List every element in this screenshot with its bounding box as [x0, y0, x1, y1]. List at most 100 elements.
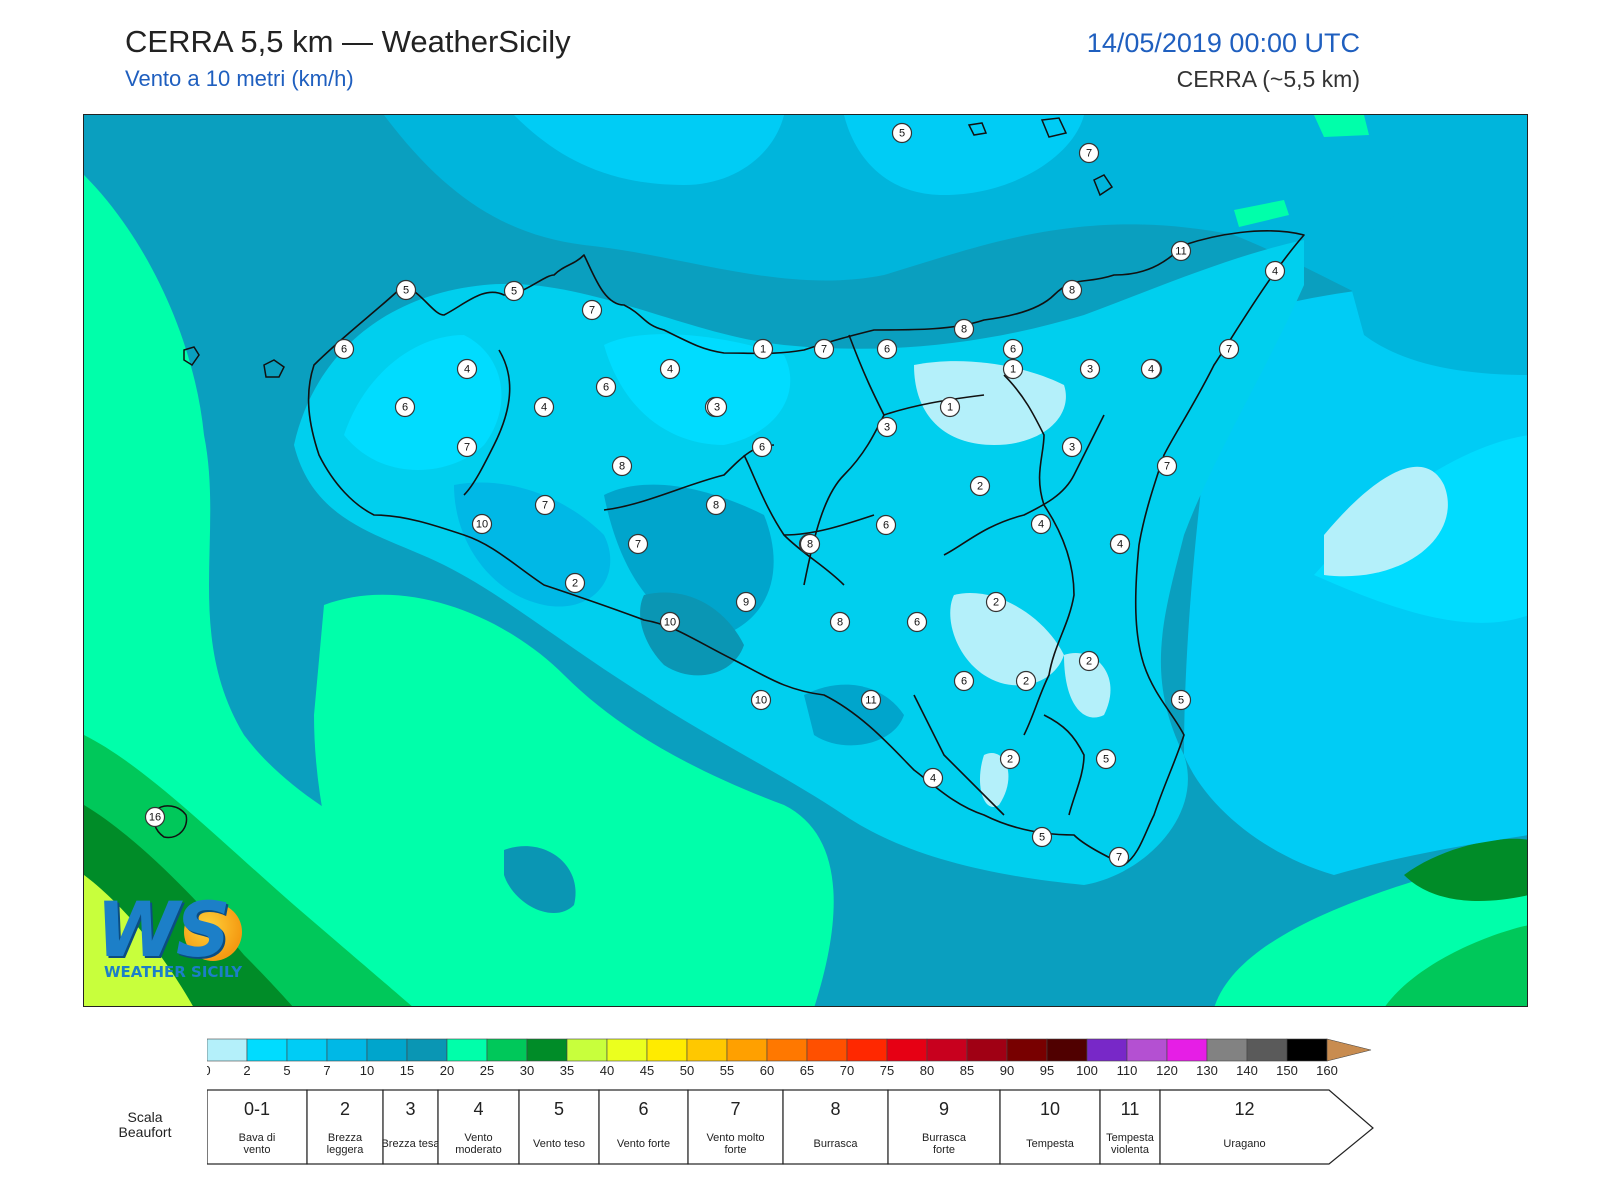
station-marker: 11 — [860, 689, 882, 711]
station-circle — [999, 748, 1021, 770]
colorbar-tick-label: 80 — [920, 1063, 934, 1078]
station-value: 4 — [1272, 266, 1278, 278]
station-circle — [1109, 533, 1131, 555]
wind-zone-patch — [504, 846, 576, 914]
station-marker: 6 — [394, 396, 416, 418]
station-circle — [1002, 338, 1024, 360]
station-marker: 7 — [627, 533, 649, 555]
station-marker: 7 — [1218, 338, 1240, 360]
station-circle — [144, 806, 166, 828]
station-marker: 4 — [456, 358, 478, 380]
wind-zone-north-light — [514, 115, 784, 185]
station-marker: 16 — [144, 806, 166, 828]
station-value: 5 — [1039, 832, 1045, 844]
wind-field-svg: 5711485576441768786631347647363136872781… — [84, 115, 1527, 1006]
station-value: 6 — [914, 617, 920, 629]
beaufort-force: 9 — [939, 1099, 949, 1119]
beaufort-name: Vento teso — [533, 1138, 585, 1150]
station-circle — [953, 670, 975, 692]
station-value: 7 — [589, 305, 595, 317]
station-marker: 6 — [953, 670, 975, 692]
map-title: CERRA 5,5 km — WeatherSicily — [125, 24, 571, 59]
station-circle — [1170, 689, 1192, 711]
station-circle — [829, 611, 851, 633]
station-circle — [875, 514, 897, 536]
station-circle — [813, 338, 835, 360]
station-marker: 6 — [1002, 338, 1024, 360]
colorbar-swatch — [1126, 1038, 1168, 1062]
station-value: 6 — [759, 442, 765, 454]
colorbar-tick-label: 15 — [400, 1063, 414, 1078]
station-value: 2 — [572, 578, 578, 590]
station-marker: 5 — [395, 279, 417, 301]
station-value: 6 — [884, 344, 890, 356]
colorbar-tick-label: 30 — [520, 1063, 534, 1078]
colorbar: 0257101520253035404550556065707580859095… — [203, 1037, 1407, 1084]
colorbar-tick-label: 100 — [1076, 1063, 1098, 1078]
station-marker: 10 — [471, 513, 493, 535]
station-marker: 5 — [1170, 689, 1192, 711]
station-value: 5 — [899, 128, 905, 140]
station-circle — [581, 299, 603, 321]
station-circle — [1218, 338, 1240, 360]
colorbar-tick-label: 75 — [880, 1063, 894, 1078]
station-marker: 6 — [906, 611, 928, 633]
colorbar-swatch — [246, 1038, 288, 1062]
station-marker: 6 — [595, 376, 617, 398]
wind-zone-calm-3 — [1064, 653, 1111, 718]
station-marker: 1 — [939, 396, 961, 418]
colorbar-swatch — [1246, 1038, 1288, 1062]
colorbar-swatch — [286, 1038, 328, 1062]
colorbar-tick-label: 70 — [840, 1063, 854, 1078]
station-marker: 7 — [1078, 142, 1100, 164]
colorbar-swatch — [366, 1038, 408, 1062]
station-circle — [922, 767, 944, 789]
station-value: 8 — [961, 324, 967, 336]
station-marker: 4 — [922, 767, 944, 789]
station-value: 8 — [619, 461, 625, 473]
colorbar-tick-label: 10 — [360, 1063, 374, 1078]
station-value: 6 — [603, 382, 609, 394]
colorbar-tick-label: 35 — [560, 1063, 574, 1078]
station-marker: 5 — [1031, 826, 1053, 848]
station-marker: 6 — [875, 514, 897, 536]
station-value: 3 — [884, 422, 890, 434]
station-marker: 10 — [659, 611, 681, 633]
beaufort-force: 11 — [1121, 1099, 1140, 1119]
station-circle — [456, 436, 478, 458]
station-marker: 3 — [706, 396, 728, 418]
colorbar-tick-label: 130 — [1196, 1063, 1218, 1078]
station-marker: 5 — [891, 122, 913, 144]
colorbar-swatch — [206, 1038, 248, 1062]
colorbar-swatch — [926, 1038, 968, 1062]
beaufort-name: Vento molto — [706, 1132, 764, 1144]
beaufort-force: 5 — [554, 1099, 564, 1119]
wind-zone-south-green — [314, 594, 834, 1006]
station-circle — [1030, 513, 1052, 535]
weathersicily-logo: WS WEATHER SICILY — [96, 885, 256, 990]
beaufort-force: 2 — [340, 1099, 350, 1119]
beaufort-name: forte — [933, 1144, 955, 1156]
beaufort-force: 4 — [473, 1099, 483, 1119]
wind-zone-nw-green — [84, 175, 165, 545]
beaufort-cell — [1099, 1089, 1161, 1165]
station-circle — [1015, 670, 1037, 692]
station-marker: 7 — [581, 299, 603, 321]
station-value: 4 — [464, 364, 470, 376]
station-value: 5 — [1103, 754, 1109, 766]
wind-zone-palermo — [604, 334, 791, 445]
station-circle — [953, 318, 975, 340]
station-marker: 6 — [333, 338, 355, 360]
logo-mark: WS — [96, 885, 231, 974]
station-circle — [985, 591, 1007, 613]
station-marker: 9 — [735, 591, 757, 613]
station-marker: 8 — [953, 318, 975, 340]
colorbar-tick-label: 90 — [1000, 1063, 1014, 1078]
station-circle — [1002, 358, 1024, 380]
beaufort-force: 10 — [1040, 1099, 1060, 1119]
colorbar-extension-arrow — [1326, 1038, 1372, 1062]
colorbar-swatch — [846, 1038, 888, 1062]
station-circle — [1061, 279, 1083, 301]
station-marker: 3 — [876, 416, 898, 438]
station-circle — [969, 475, 991, 497]
